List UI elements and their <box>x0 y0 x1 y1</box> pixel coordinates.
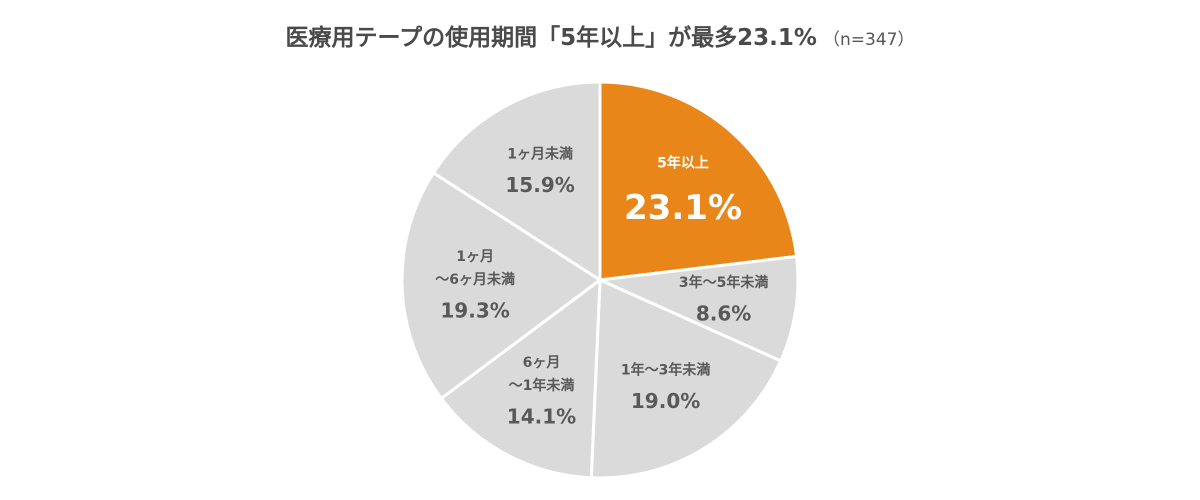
pie-slice-5 <box>400 171 602 400</box>
pie-slice-6 <box>431 80 602 282</box>
slice-value-label: 8.6% <box>696 301 751 325</box>
chart-title-main: 医療用テープの使用期間「5年以上」が最多23.1% <box>285 25 817 51</box>
pie-slice-3 <box>589 278 783 480</box>
slice-value-label: 15.9% <box>505 173 574 197</box>
slice-category-label: 1年～3年未満 <box>621 361 710 378</box>
slice-value-label: 19.3% <box>440 298 509 322</box>
slice-value-label: 14.1% <box>507 405 576 429</box>
pie-slice-4 <box>439 278 602 480</box>
chart-title: 医療用テープの使用期間「5年以上」が最多23.1% （n=347） <box>0 18 1200 52</box>
slice-category-label: 1ヶ月未満 <box>507 145 573 162</box>
slice-value-label: 19.0% <box>631 389 700 413</box>
slice-category-label: ～1年未満 <box>509 377 575 394</box>
slice-category-label: 6ヶ月 <box>523 355 561 371</box>
pie-slice-1 <box>598 80 799 282</box>
slice-category-label: 1ヶ月 <box>456 249 494 265</box>
slice-category-label: 5年以上 <box>657 155 709 172</box>
slice-category-label: 3年～5年未満 <box>679 274 768 291</box>
slice-value-label: 23.1% <box>624 188 742 228</box>
chart-sample-size: （n=347） <box>822 30 915 50</box>
pie-slice-2 <box>598 254 800 363</box>
slice-category-label: ～6ヶ月未満 <box>435 271 515 288</box>
